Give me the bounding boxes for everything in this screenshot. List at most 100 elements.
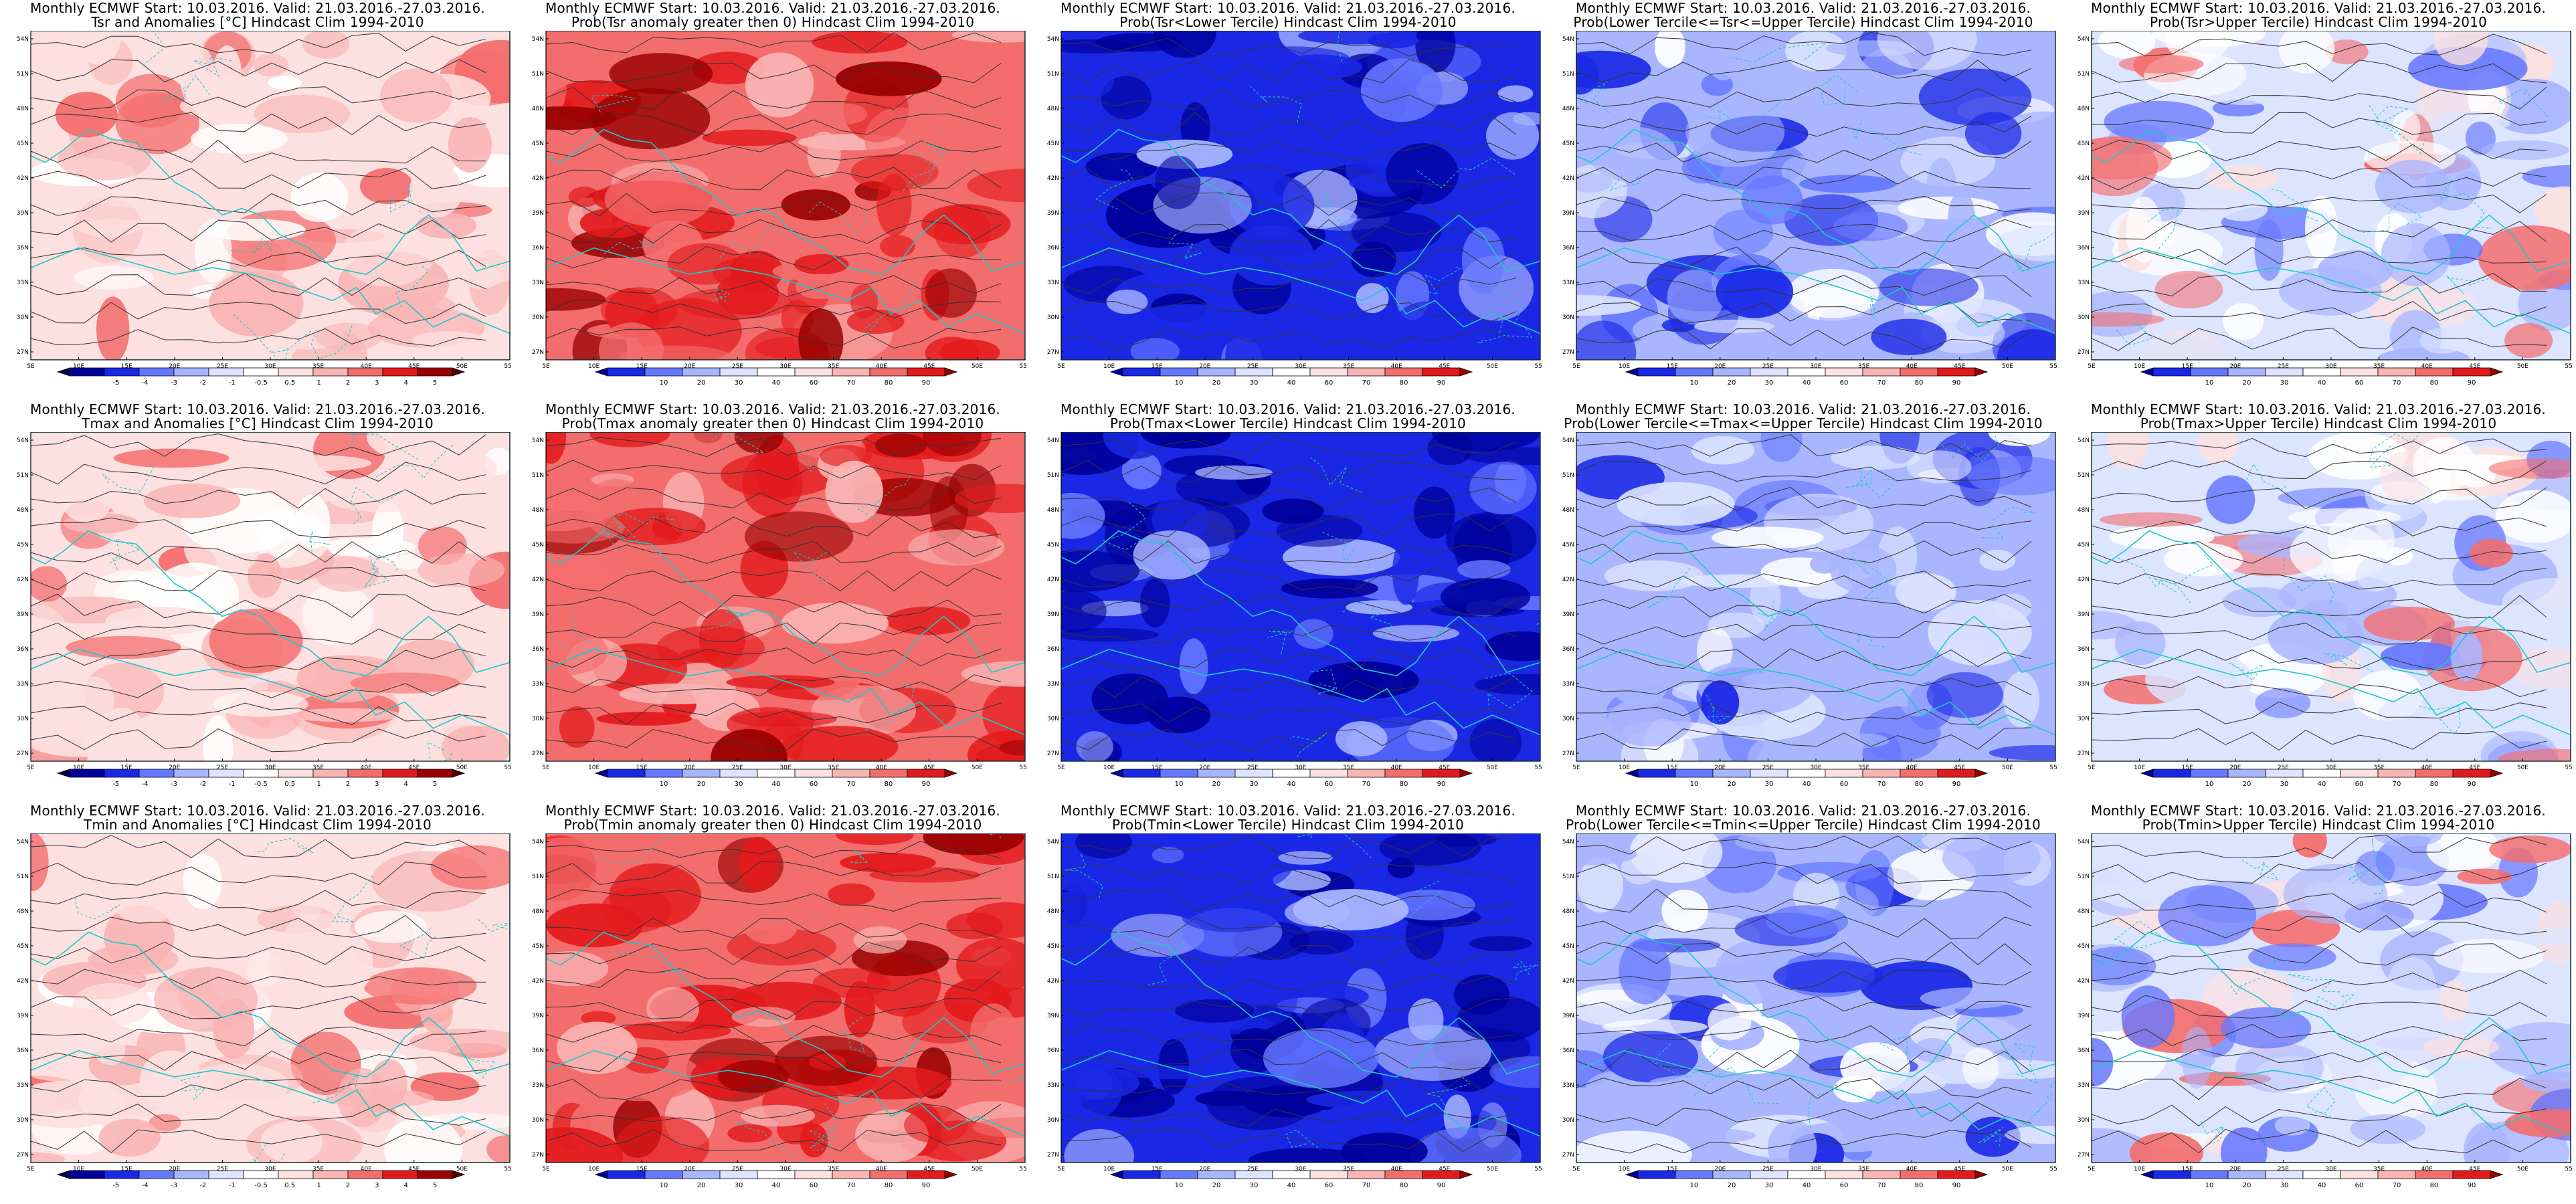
country-border bbox=[253, 1142, 285, 1163]
panel-subtitle: Prob(Lower Tercile<=Tsr<=Upper Tercile) … bbox=[1573, 14, 2033, 30]
colorbar-label: 70 bbox=[1362, 781, 1371, 788]
field-shading bbox=[1469, 936, 1532, 951]
field-shading bbox=[66, 635, 182, 660]
latitude-label: 27N bbox=[532, 1152, 544, 1159]
isotherm-contour bbox=[31, 167, 486, 189]
field-shading bbox=[1282, 538, 1400, 576]
coastline bbox=[1576, 1049, 2055, 1163]
field-shading bbox=[1351, 211, 1442, 252]
field-shading bbox=[412, 330, 485, 350]
isotherm-contour bbox=[546, 968, 1002, 992]
colorbar-label: -4 bbox=[142, 1182, 149, 1189]
field-shading bbox=[2365, 1144, 2405, 1163]
field-shading bbox=[925, 268, 977, 318]
colorbar: 10 20 30 40 60 70 80 90 bbox=[1109, 367, 1473, 387]
field-shading bbox=[94, 1035, 126, 1066]
colorbar-swatch bbox=[1347, 367, 1386, 377]
field-shading bbox=[1760, 432, 1803, 462]
longitude-label: 30E bbox=[2325, 1166, 2336, 1173]
colorbar-swatch bbox=[907, 367, 945, 377]
colorbar-label: 10 bbox=[660, 781, 668, 788]
field-shading bbox=[999, 740, 1025, 756]
latitude-label: 51N bbox=[1047, 472, 1059, 479]
colorbar-label: 60 bbox=[2355, 379, 2364, 387]
field-shading bbox=[600, 887, 672, 933]
longitude-label: 20E bbox=[2229, 765, 2241, 771]
colorbar-label: -3 bbox=[171, 781, 177, 788]
field-shading bbox=[836, 833, 914, 845]
latitude-label: 42N bbox=[1047, 978, 1059, 985]
colorbar-swatch bbox=[1122, 769, 1161, 778]
field-shading bbox=[546, 512, 624, 544]
field-shading bbox=[2254, 219, 2284, 281]
colorbar-swatch bbox=[104, 367, 140, 377]
longitude-label: 25E bbox=[1762, 1166, 1774, 1173]
latitude-label: 30N bbox=[1047, 314, 1059, 321]
panel-title: Monthly ECMWF Start: 10.03.2016. Valid: … bbox=[545, 803, 1000, 819]
colorbar-label: 90 bbox=[922, 1182, 931, 1189]
colorbar-label: 70 bbox=[847, 781, 856, 788]
latitude-label: 36N bbox=[532, 1047, 544, 1054]
country-border bbox=[2241, 860, 2280, 881]
field-shading bbox=[1121, 452, 1162, 490]
longitude-label: 40E bbox=[876, 765, 887, 771]
longitude-label: 20E bbox=[1199, 765, 1210, 771]
colorbar-swatch bbox=[278, 1170, 314, 1179]
field-shading bbox=[923, 432, 982, 457]
colorbar-swatch bbox=[1750, 769, 1788, 778]
country-border bbox=[427, 741, 452, 761]
isotherm-contour bbox=[31, 33, 486, 54]
field-shading bbox=[2419, 328, 2466, 355]
map-canvas: 54N 51N 48N 45N 42N 39N 36N 33N 30N 27N 5E 10E 15E 20… bbox=[532, 833, 1026, 1173]
country-border bbox=[161, 74, 211, 102]
field-shading bbox=[1469, 462, 1537, 515]
colorbar-swatch bbox=[173, 1170, 209, 1179]
isotherm-contour bbox=[31, 517, 486, 538]
longitude-label: 50E bbox=[972, 363, 983, 370]
longitude-label: 45E bbox=[1439, 363, 1450, 370]
colorbar-swatch bbox=[832, 769, 870, 778]
field-shading bbox=[1491, 185, 1540, 213]
isotherm-contour bbox=[1061, 647, 1517, 670]
colorbar-label: 90 bbox=[2468, 781, 2476, 788]
colorbar-swatch bbox=[2227, 769, 2266, 778]
longitude-label: 45E bbox=[1439, 765, 1450, 771]
country-border bbox=[2118, 558, 2191, 603]
field-shading bbox=[1497, 85, 1534, 102]
field-shading bbox=[606, 536, 691, 586]
colorbar-label: 60 bbox=[810, 781, 818, 788]
colorbar: 10 20 30 40 60 70 80 90 bbox=[594, 769, 958, 788]
isotherm-contour bbox=[1576, 193, 2032, 212]
longitude-label: 50E bbox=[972, 1166, 983, 1173]
longitude-label: 30E bbox=[1295, 363, 1306, 370]
colorbar-swatch bbox=[1937, 769, 1976, 778]
field-shading bbox=[1604, 560, 1704, 591]
field-shading bbox=[2003, 672, 2040, 728]
colorbar-swatch bbox=[1900, 367, 1938, 377]
field-shading bbox=[1704, 31, 1742, 81]
colorbar-label: 20 bbox=[2243, 379, 2251, 387]
colorbar: 10 20 30 40 60 70 80 90 bbox=[594, 367, 958, 387]
colorbar-swatch bbox=[1937, 367, 1976, 377]
longitude-label: 35E bbox=[828, 1166, 839, 1173]
longitude-label: 5E bbox=[542, 1166, 550, 1173]
field-shading bbox=[2268, 608, 2364, 665]
colorbar: 10 20 30 40 60 70 80 90 bbox=[1109, 769, 1473, 788]
field-shading bbox=[2154, 270, 2223, 309]
colorbar-label: 30 bbox=[1765, 781, 1774, 788]
field-shading bbox=[875, 433, 927, 458]
longitude-label: 5E bbox=[542, 765, 550, 771]
longitude-label: 40E bbox=[1391, 765, 1402, 771]
longitude-label: 20E bbox=[2229, 363, 2241, 370]
country-border bbox=[1694, 1066, 1779, 1104]
isotherm-contour bbox=[31, 862, 486, 886]
latitude-label: 39N bbox=[2078, 210, 2090, 217]
latitude-label: 48N bbox=[532, 908, 544, 915]
field-shading bbox=[619, 683, 732, 704]
field-shading bbox=[2099, 512, 2203, 527]
country-border bbox=[2497, 88, 2549, 118]
longitude-label: 10E bbox=[1103, 765, 1115, 771]
country-border bbox=[601, 239, 655, 256]
longitude-label: 5E bbox=[27, 1166, 35, 1173]
country-border bbox=[712, 286, 730, 305]
